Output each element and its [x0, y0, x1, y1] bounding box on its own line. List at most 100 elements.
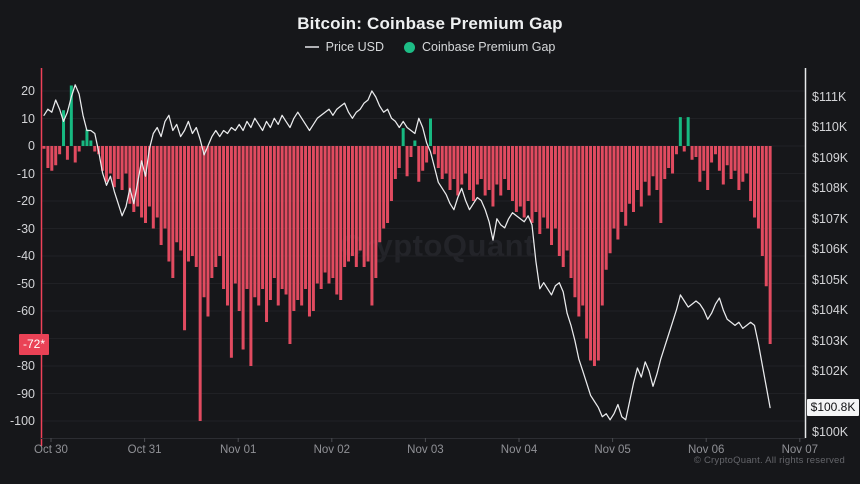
premium-gap-bar[interactable]: [190, 146, 194, 256]
premium-gap-bar[interactable]: [550, 146, 554, 245]
premium-gap-bar[interactable]: [546, 146, 550, 229]
premium-gap-bar[interactable]: [706, 146, 710, 190]
premium-gap-bar[interactable]: [233, 146, 237, 284]
premium-gap-bar[interactable]: [616, 146, 620, 240]
premium-gap-bar[interactable]: [46, 146, 50, 168]
premium-gap-bar[interactable]: [331, 146, 335, 278]
premium-gap-bar[interactable]: [632, 146, 635, 212]
premium-gap-bar[interactable]: [214, 146, 218, 267]
premium-gap-bar[interactable]: [647, 146, 651, 196]
premium-gap-bar[interactable]: [171, 146, 175, 278]
premium-gap-bar[interactable]: [565, 146, 569, 251]
premium-gap-bar[interactable]: [542, 146, 546, 218]
premium-gap-bar[interactable]: [85, 129, 89, 147]
premium-gap-bar[interactable]: [339, 146, 343, 300]
premium-gap-bar[interactable]: [401, 128, 405, 147]
premium-gap-bar[interactable]: [116, 146, 120, 179]
premium-gap-bar[interactable]: [120, 146, 124, 190]
premium-gap-bar[interactable]: [417, 146, 421, 182]
premium-gap-bar[interactable]: [499, 146, 503, 196]
premium-gap-bar[interactable]: [222, 146, 226, 289]
premium-gap-bar[interactable]: [690, 146, 694, 160]
premium-gap-bar[interactable]: [144, 146, 147, 223]
premium-gap-bar[interactable]: [510, 146, 514, 201]
premium-gap-bar[interactable]: [495, 146, 499, 185]
premium-gap-bar[interactable]: [592, 146, 596, 366]
premium-gap-bar[interactable]: [296, 146, 300, 300]
premium-gap-bar[interactable]: [225, 146, 229, 306]
premium-gap-bar[interactable]: [604, 146, 608, 270]
premium-gap-bar[interactable]: [300, 146, 304, 306]
premium-gap-bar[interactable]: [132, 146, 136, 212]
premium-gap-bar[interactable]: [124, 146, 128, 174]
premium-gap-bar[interactable]: [620, 146, 624, 212]
premium-gap-bar[interactable]: [104, 146, 108, 182]
premium-gap-bar[interactable]: [101, 146, 105, 171]
premium-gap-bar[interactable]: [479, 146, 483, 179]
premium-gap-bar[interactable]: [753, 146, 757, 218]
premium-gap-bar[interactable]: [237, 146, 241, 311]
premium-gap-bar[interactable]: [186, 146, 190, 262]
premium-gap-bar[interactable]: [159, 146, 163, 245]
premium-gap-bar[interactable]: [268, 146, 272, 300]
premium-gap-bar[interactable]: [514, 146, 518, 212]
premium-gap-bar[interactable]: [733, 146, 737, 171]
premium-gap-bar[interactable]: [635, 146, 639, 190]
premium-gap-bar[interactable]: [147, 146, 151, 207]
premium-gap-bar[interactable]: [436, 146, 440, 168]
premium-gap-bar[interactable]: [58, 146, 62, 155]
premium-gap-bar[interactable]: [561, 146, 565, 267]
premium-gap-bar[interactable]: [151, 146, 155, 229]
premium-gap-bar[interactable]: [311, 146, 315, 311]
premium-gap-bar[interactable]: [112, 146, 116, 188]
premium-gap-bar[interactable]: [261, 146, 265, 289]
premium-gap-bar[interactable]: [276, 146, 280, 306]
premium-gap-bar[interactable]: [249, 146, 253, 366]
premium-gap-bar[interactable]: [354, 146, 358, 267]
premium-gap-bar[interactable]: [81, 140, 85, 147]
premium-gap-bar[interactable]: [253, 146, 257, 298]
premium-gap-bar[interactable]: [202, 146, 206, 298]
premium-gap-bar[interactable]: [713, 146, 717, 155]
premium-gap-bar[interactable]: [745, 146, 749, 174]
premium-gap-bar[interactable]: [659, 146, 663, 223]
premium-gap-bar[interactable]: [280, 146, 284, 289]
legend-item-gap[interactable]: Coinbase Premium Gap: [403, 40, 555, 54]
premium-gap-bar[interactable]: [639, 146, 643, 207]
premium-gap-bar[interactable]: [304, 146, 308, 289]
premium-gap-bar[interactable]: [651, 146, 655, 177]
premium-gap-bar[interactable]: [534, 146, 538, 212]
premium-gap-bar[interactable]: [136, 146, 140, 207]
premium-gap-bar[interactable]: [343, 146, 347, 267]
premium-gap-bar[interactable]: [108, 146, 112, 174]
legend-item-price[interactable]: Price USD: [304, 40, 384, 54]
premium-gap-bar[interactable]: [50, 146, 54, 171]
premium-gap-bar[interactable]: [389, 146, 393, 201]
premium-gap-bar[interactable]: [432, 146, 436, 155]
premium-gap-bar[interactable]: [573, 146, 577, 298]
premium-gap-bar[interactable]: [682, 146, 686, 152]
premium-gap-bar[interactable]: [206, 146, 210, 317]
premium-gap-bar[interactable]: [768, 146, 772, 344]
premium-gap-bar[interactable]: [382, 146, 386, 229]
premium-gap-bar[interactable]: [350, 146, 354, 256]
premium-gap-bar[interactable]: [429, 118, 432, 147]
premium-gap-bar[interactable]: [54, 146, 58, 166]
premium-gap-bar[interactable]: [366, 146, 370, 262]
premium-gap-bar[interactable]: [140, 146, 144, 218]
premium-gap-bar[interactable]: [272, 146, 276, 278]
premium-gap-bar[interactable]: [421, 146, 425, 171]
premium-gap-bar[interactable]: [710, 146, 714, 163]
premium-gap-bar[interactable]: [288, 146, 292, 344]
premium-gap-bar[interactable]: [358, 146, 362, 251]
premium-gap-bar[interactable]: [413, 140, 417, 147]
premium-gap-bar[interactable]: [69, 85, 73, 147]
premium-gap-bar[interactable]: [487, 146, 491, 190]
premium-gap-bar[interactable]: [717, 146, 721, 171]
premium-gap-bar[interactable]: [483, 146, 487, 196]
premium-gap-bar[interactable]: [327, 146, 331, 284]
premium-gap-bar[interactable]: [491, 146, 495, 207]
premium-gap-bar[interactable]: [167, 146, 171, 262]
premium-gap-bar[interactable]: [522, 146, 526, 218]
